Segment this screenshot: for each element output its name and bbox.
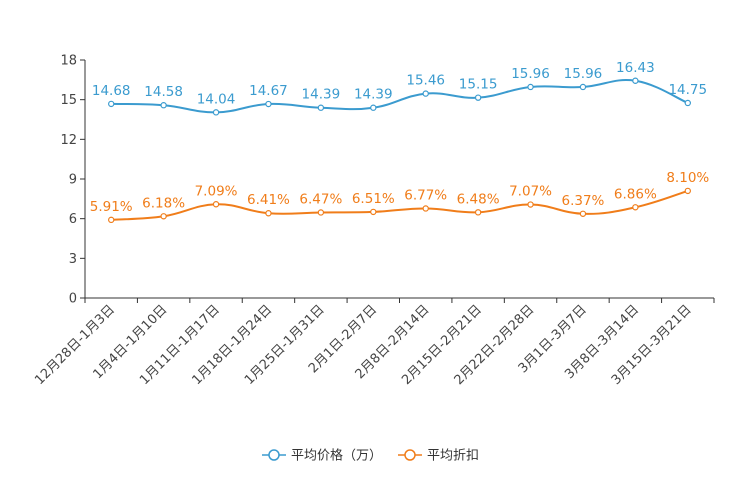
data-label: 14.04 xyxy=(197,91,236,107)
data-point xyxy=(632,77,639,84)
data-point xyxy=(527,201,534,208)
data-label: 6.86% xyxy=(614,186,657,202)
data-label: 6.77% xyxy=(404,187,447,203)
y-tick-label: 18 xyxy=(60,54,77,69)
data-point xyxy=(370,104,377,111)
series-line-1 xyxy=(111,189,689,221)
data-label: 6.48% xyxy=(457,191,500,207)
y-tick-label: 12 xyxy=(60,133,77,148)
data-point xyxy=(579,83,587,91)
data-label: 14.39 xyxy=(302,87,341,103)
series-line-0 xyxy=(111,79,689,114)
data-labels: 14.68 14.58 14.04 14.67 14.39 14.39 15.46 15.15… xyxy=(90,60,710,215)
legend-label-1: 平均折扣 xyxy=(427,449,479,464)
y-tick-label: 3 xyxy=(69,252,77,267)
data-point xyxy=(108,100,115,108)
data-label: 14.75 xyxy=(668,82,707,98)
data-label: 14.39 xyxy=(354,87,393,103)
data-label: 7.09% xyxy=(195,183,238,199)
legend-label-0: 平均价格（万） xyxy=(291,448,382,464)
data-label: 5.91% xyxy=(90,199,133,215)
data-point xyxy=(527,83,534,91)
series-points xyxy=(108,77,691,224)
data-point xyxy=(474,94,482,101)
data-label: 14.58 xyxy=(144,84,183,100)
data-point xyxy=(108,216,115,224)
data-label: 7.07% xyxy=(509,184,552,200)
data-label: 15.15 xyxy=(459,77,498,93)
data-point xyxy=(579,210,587,217)
data-point xyxy=(422,205,429,212)
y-tick-label: 9 xyxy=(69,173,77,188)
data-label: 14.67 xyxy=(249,83,288,99)
series-lines xyxy=(111,79,689,221)
data-point xyxy=(160,102,167,109)
data-point xyxy=(370,208,377,216)
data-point xyxy=(265,100,272,108)
data-point xyxy=(212,109,220,116)
data-label: 6.41% xyxy=(247,192,290,208)
data-label: 16.43 xyxy=(616,60,655,76)
data-point xyxy=(160,213,167,220)
data-point xyxy=(684,187,691,195)
data-label: 6.18% xyxy=(142,195,185,211)
data-point xyxy=(317,209,325,216)
data-point xyxy=(212,201,220,208)
data-point xyxy=(422,90,429,97)
data-label: 15.96 xyxy=(564,66,603,82)
data-point xyxy=(684,99,691,107)
y-tick-label: 0 xyxy=(69,292,77,307)
y-tick-label: 6 xyxy=(69,212,77,227)
data-label: 15.96 xyxy=(511,66,550,82)
legend: 平均价格（万） 平均折扣 xyxy=(262,448,479,464)
data-point xyxy=(265,210,272,217)
data-point xyxy=(474,209,482,216)
data-label: 8.10% xyxy=(666,170,709,186)
legend-marker-0 xyxy=(268,449,280,461)
data-label: 6.51% xyxy=(352,191,395,207)
data-label: 6.37% xyxy=(562,193,605,209)
data-label: 14.68 xyxy=(92,83,131,99)
data-point xyxy=(317,104,325,111)
legend-marker-1 xyxy=(404,449,416,461)
data-point xyxy=(632,204,639,211)
data-label: 15.46 xyxy=(406,73,445,89)
data-label: 6.47% xyxy=(299,191,342,207)
y-tick-label: 15 xyxy=(60,93,77,108)
